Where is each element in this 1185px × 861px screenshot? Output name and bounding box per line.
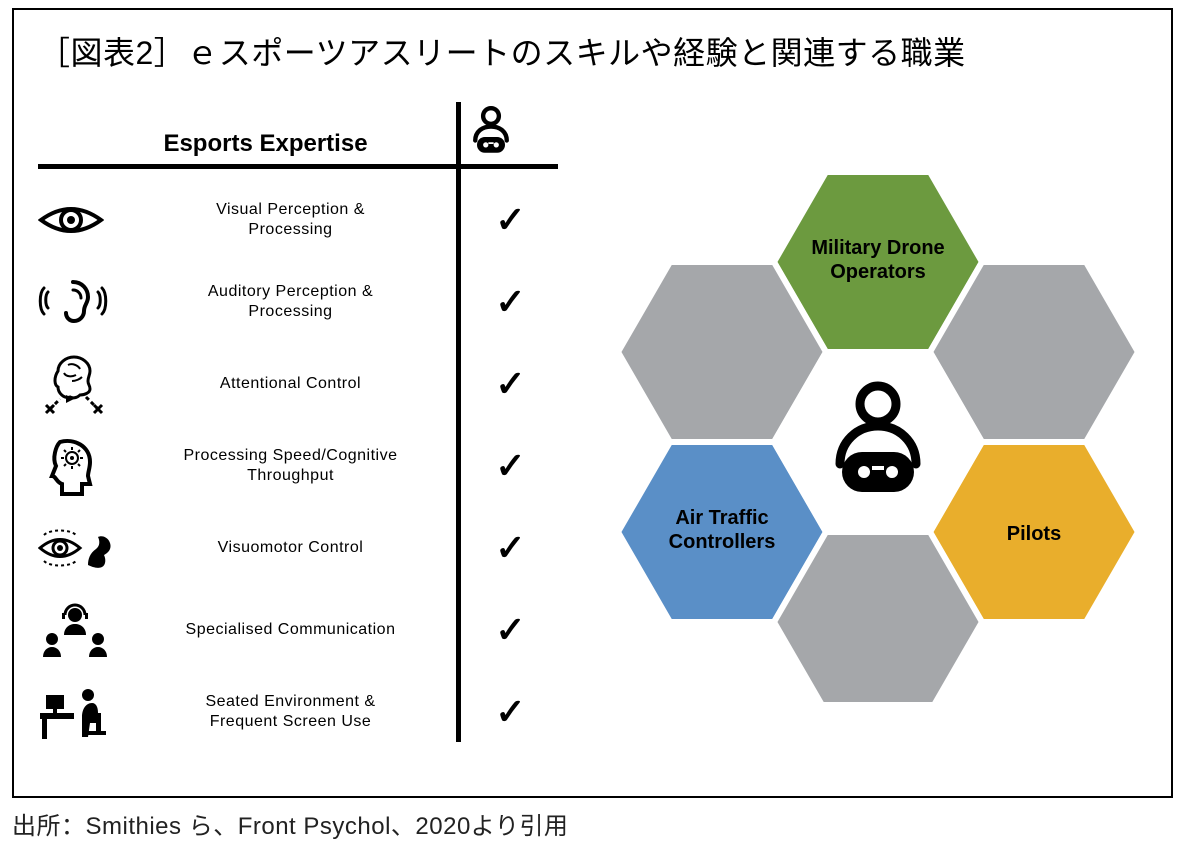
hex-top-label-line1: Military Drone [811, 237, 944, 259]
table-row: Visual Perception &Processing ✓ [38, 179, 558, 261]
row-label: Visual Perception &Processing [128, 200, 463, 240]
figure-title: ［図表2］ｅスポーツアスリートのスキルや経験と関連する職業 [38, 28, 1147, 74]
table-row: Visuomotor Control ✓ [38, 507, 558, 589]
seated-desk-icon [38, 683, 128, 741]
checkmark-icon: ✓ [463, 363, 558, 405]
row-label: Attentional Control [128, 374, 463, 394]
hex-left-label-line2: Controllers [669, 531, 776, 553]
checkmark-icon: ✓ [463, 527, 558, 569]
team-communication-icon [38, 601, 128, 659]
figure-content: Esports Expertise [38, 102, 1147, 752]
brain-attention-icon [38, 353, 128, 415]
checkmark-icon: ✓ [463, 609, 558, 651]
row-label: Seated Environment &Frequent Screen Use [128, 692, 463, 732]
hex-right-label: Pilots [1007, 523, 1061, 545]
visuomotor-icon [38, 523, 128, 573]
eye-icon [38, 198, 128, 242]
cognition-head-icon [38, 434, 128, 498]
table-row: Processing Speed/CognitiveThroughput ✓ [38, 425, 558, 507]
row-label: Auditory Perception &Processing [128, 282, 463, 322]
hex-top-label-line2: Operators [830, 261, 926, 283]
checkmark-icon: ✓ [463, 445, 558, 487]
table-row: Attentional Control ✓ [38, 343, 558, 425]
expertise-table: Esports Expertise [38, 102, 558, 752]
figure-frame: ［図表2］ｅスポーツアスリートのスキルや経験と関連する職業 Esports Ex… [12, 8, 1173, 798]
checkmark-icon: ✓ [463, 281, 558, 323]
table-header-label: Esports Expertise [38, 130, 463, 158]
gamer-icon [463, 102, 558, 158]
row-label: Visuomotor Control [128, 538, 463, 558]
hex-diagram: Military Drone Operators Air Traffic Con… [588, 102, 1147, 752]
table-row: Seated Environment &Frequent Screen Use … [38, 671, 558, 753]
table-header: Esports Expertise [38, 102, 558, 169]
table-vertical-divider [456, 102, 461, 742]
figure-caption: 出所：Smithies ら、Front Psychol、2020より引用 [12, 806, 1173, 841]
row-label: Processing Speed/CognitiveThroughput [128, 446, 463, 486]
checkmark-icon: ✓ [463, 691, 558, 733]
hex-left-label-line1: Air Traffic [675, 507, 768, 529]
row-label: Specialised Communication [128, 620, 463, 640]
table-row: Auditory Perception &Processing ✓ [38, 261, 558, 343]
table-row: Specialised Communication ✓ [38, 589, 558, 671]
ear-icon [38, 274, 128, 330]
checkmark-icon: ✓ [463, 199, 558, 241]
